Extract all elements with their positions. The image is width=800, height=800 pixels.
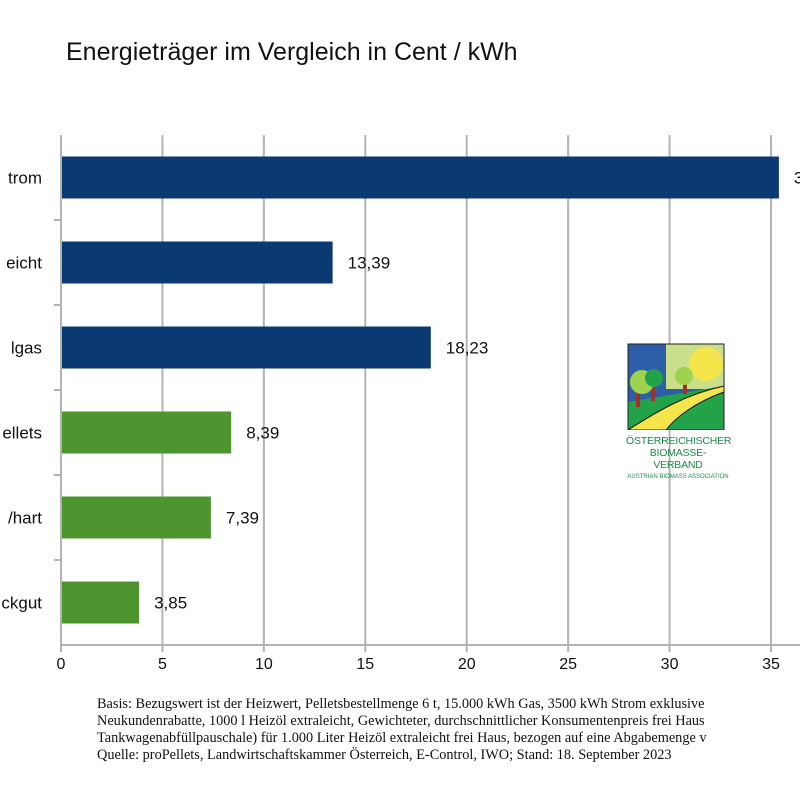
bar	[62, 241, 333, 284]
category-label: ckgut	[1, 594, 42, 613]
x-tick-label: 15	[356, 656, 374, 673]
x-tick-label: 0	[57, 656, 66, 673]
data-label: 18,23	[446, 339, 489, 358]
x-tick-label: 5	[158, 656, 167, 673]
bar	[62, 496, 211, 539]
logo-text-line3: Austrian Biomass Association	[627, 474, 729, 480]
bar	[62, 411, 232, 454]
x-tick-label: 20	[458, 656, 476, 673]
data-label: 8,39	[246, 424, 279, 443]
footnote-line: Neukundenrabatte, 1000 l Heizöl extralei…	[97, 713, 705, 729]
x-tick-label: 10	[255, 656, 273, 673]
data-label: 13,39	[348, 254, 391, 273]
category-label: /hart	[8, 509, 42, 528]
logo-landscape-icon	[626, 343, 725, 431]
logo-text-line2: Biomasse-Verband	[649, 447, 707, 471]
bar-chart: 0 5 10 15 20 25 30 35 trom 3 eicht 13,39 lgas 18,23 el…	[1, 135, 800, 673]
data-label: 7,39	[226, 509, 259, 528]
footnote-line: Basis: Bezugswert ist der Heizwert, Pell…	[97, 696, 705, 712]
data-label: 3,85	[154, 594, 187, 613]
category-label: lgas	[11, 339, 42, 358]
bar	[62, 326, 431, 369]
chart-title: Energieträger im Vergleich in Cent / kWh	[66, 38, 518, 66]
category-label: ellets	[2, 424, 42, 443]
x-tick-label: 25	[559, 656, 577, 673]
data-label: 3	[794, 169, 800, 188]
logo-text-line1: Österreichischer	[626, 435, 732, 447]
biomasse-verband-logo: Österreichischer Biomasse-Verband Austri…	[626, 342, 732, 480]
footnote-line: Quelle: proPellets, Landwirtschaftskamme…	[97, 747, 672, 763]
category-label: trom	[8, 169, 42, 188]
category-label: eicht	[6, 254, 42, 273]
bar	[62, 581, 140, 624]
footnote-line: Tankwagenabfüllpauschale) für 1.000 Lite…	[97, 730, 707, 746]
footnote: Basis: Bezugswert ist der Heizwert, Pell…	[97, 696, 707, 764]
x-tick-label: 35	[762, 656, 780, 673]
bar	[62, 156, 779, 199]
x-tick-label: 30	[661, 656, 679, 673]
